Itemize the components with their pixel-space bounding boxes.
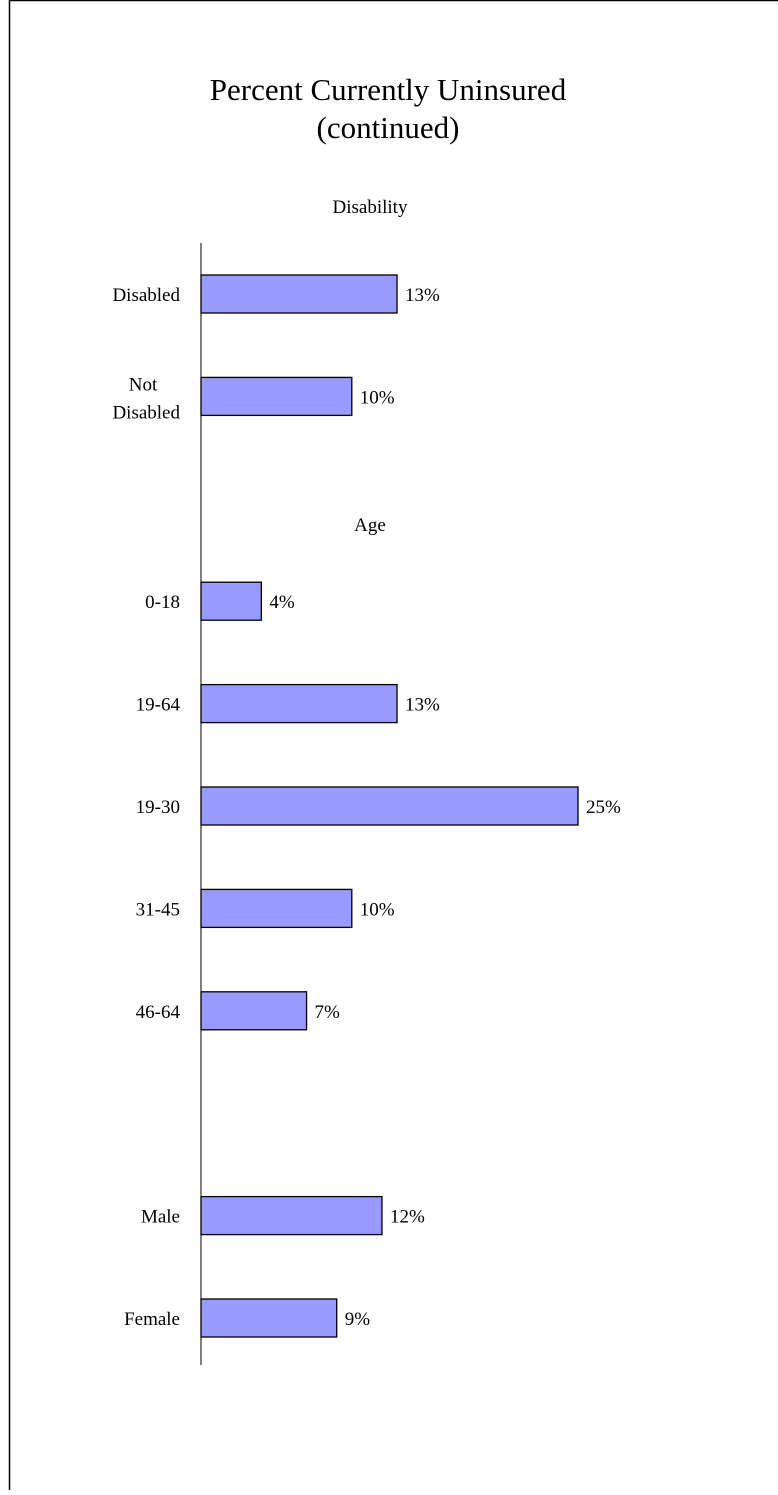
- bar: [201, 992, 307, 1030]
- value-label: 9%: [345, 1309, 371, 1330]
- bar: [201, 685, 397, 723]
- bar: [201, 377, 352, 415]
- value-label: 25%: [586, 797, 621, 818]
- chart-title: Percent Currently Uninsured: [210, 72, 567, 107]
- value-label: 7%: [315, 1002, 341, 1023]
- bar: [201, 1197, 382, 1235]
- bar: [201, 582, 261, 620]
- bar: [201, 275, 397, 313]
- bar: [201, 1299, 337, 1337]
- value-label: 13%: [405, 285, 440, 306]
- category-label: 19-30: [136, 797, 180, 818]
- category-label: Not Disabled: [108, 374, 181, 423]
- category-label: 31-45: [136, 899, 180, 920]
- value-label: 10%: [360, 899, 395, 920]
- value-label: 10%: [360, 387, 395, 408]
- category-label: Male: [141, 1207, 180, 1228]
- chart-subtitle: (continued): [317, 110, 460, 145]
- category-label: Disabled: [112, 285, 180, 306]
- bar: [201, 787, 578, 825]
- value-label: 4%: [269, 592, 295, 613]
- frame: [10, 1, 778, 1491]
- group-heading: Disability: [333, 197, 408, 218]
- category-label: 19-64: [136, 695, 181, 716]
- value-label: 13%: [405, 695, 440, 716]
- category-label: 46-64: [136, 1002, 181, 1023]
- category-label: Female: [124, 1309, 180, 1330]
- category-label: 0-18: [145, 592, 180, 613]
- value-label: 12%: [390, 1207, 425, 1228]
- group-heading: Age: [354, 515, 386, 536]
- bar: [201, 889, 352, 927]
